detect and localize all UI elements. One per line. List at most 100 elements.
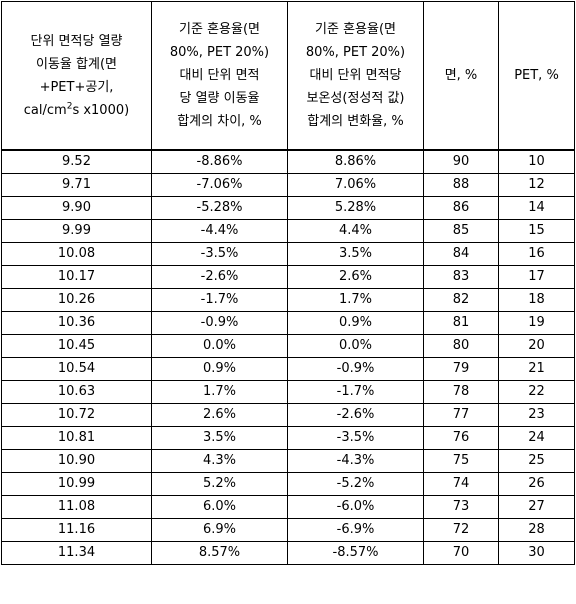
cell-heat-transfer-diff: 8.57%	[151, 541, 288, 565]
cell-pet-percent: 12	[498, 173, 575, 197]
cell-heat-transfer-diff: -2.6%	[151, 265, 288, 289]
cell-heat-transfer-diff: -4.4%	[151, 219, 288, 243]
cell-heat-transfer-diff: 5.2%	[151, 472, 288, 496]
cell-pet-percent: 17	[498, 265, 575, 289]
cell-heat-transfer-diff: 6.9%	[151, 518, 288, 542]
cell-cotton-percent: 72	[423, 518, 499, 542]
cell-warmth-change-rate: 1.7%	[287, 288, 424, 312]
table-row: 9.99 -4.4% 4.4% 85 15	[1, 219, 575, 243]
table-row: 10.45 0.0% 0.0% 80 20	[1, 334, 575, 358]
cell-warmth-change-rate: 4.4%	[287, 219, 424, 243]
table-row: 11.16 6.9% -6.9% 72 28	[1, 518, 575, 542]
table-row: 9.52 -8.86% 8.86% 90 10	[1, 149, 575, 174]
cell-warmth-change-rate: -1.7%	[287, 380, 424, 404]
cell-warmth-change-rate: -6.9%	[287, 518, 424, 542]
cell-pet-percent: 15	[498, 219, 575, 243]
table-row: 10.17 -2.6% 2.6% 83 17	[1, 265, 575, 289]
cell-heat-transfer-total: 10.26	[1, 288, 152, 312]
cell-warmth-change-rate: -0.9%	[287, 357, 424, 381]
table-row: 10.08 -3.5% 3.5% 84 16	[1, 242, 575, 266]
table-row: 9.71 -7.06% 7.06% 88 12	[1, 173, 575, 197]
cell-cotton-percent: 79	[423, 357, 499, 381]
cell-pet-percent: 19	[498, 311, 575, 335]
cell-heat-transfer-diff: 6.0%	[151, 495, 288, 519]
cell-pet-percent: 25	[498, 449, 575, 473]
cell-cotton-percent: 77	[423, 403, 499, 427]
cell-heat-transfer-total: 10.36	[1, 311, 152, 335]
cell-heat-transfer-total: 9.99	[1, 219, 152, 243]
cell-pet-percent: 20	[498, 334, 575, 358]
cell-heat-transfer-total: 9.52	[1, 149, 152, 174]
cell-pet-percent: 30	[498, 541, 575, 565]
cell-cotton-percent: 74	[423, 472, 499, 496]
cell-cotton-percent: 81	[423, 311, 499, 335]
cell-heat-transfer-diff: 0.0%	[151, 334, 288, 358]
cell-cotton-percent: 85	[423, 219, 499, 243]
table-row: 10.26 -1.7% 1.7% 82 18	[1, 288, 575, 312]
table-row: 10.99 5.2% -5.2% 74 26	[1, 472, 575, 496]
cell-warmth-change-rate: 0.9%	[287, 311, 424, 335]
cell-heat-transfer-diff: -7.06%	[151, 173, 288, 197]
cell-cotton-percent: 73	[423, 495, 499, 519]
cell-cotton-percent: 86	[423, 196, 499, 220]
cell-pet-percent: 22	[498, 380, 575, 404]
cell-warmth-change-rate: 7.06%	[287, 173, 424, 197]
cell-heat-transfer-total: 10.54	[1, 357, 152, 381]
cell-heat-transfer-diff: -1.7%	[151, 288, 288, 312]
cell-pet-percent: 28	[498, 518, 575, 542]
cell-heat-transfer-diff: -3.5%	[151, 242, 288, 266]
cell-cotton-percent: 78	[423, 380, 499, 404]
cell-warmth-change-rate: 5.28%	[287, 196, 424, 220]
cell-warmth-change-rate: 0.0%	[287, 334, 424, 358]
cell-heat-transfer-diff: 3.5%	[151, 426, 288, 450]
cell-pet-percent: 14	[498, 196, 575, 220]
cell-warmth-change-rate: -6.0%	[287, 495, 424, 519]
cell-pet-percent: 24	[498, 426, 575, 450]
table-row: 10.63 1.7% -1.7% 78 22	[1, 380, 575, 404]
cell-cotton-percent: 80	[423, 334, 499, 358]
cell-cotton-percent: 76	[423, 426, 499, 450]
cell-heat-transfer-total: 10.99	[1, 472, 152, 496]
cell-heat-transfer-total: 10.90	[1, 449, 152, 473]
cell-heat-transfer-diff: 0.9%	[151, 357, 288, 381]
cell-warmth-change-rate: 3.5%	[287, 242, 424, 266]
cell-cotton-percent: 90	[423, 149, 499, 174]
cell-cotton-percent: 70	[423, 541, 499, 565]
table-row: 10.81 3.5% -3.5% 76 24	[1, 426, 575, 450]
table-row: 10.72 2.6% -2.6% 77 23	[1, 403, 575, 427]
cell-heat-transfer-diff: 2.6%	[151, 403, 288, 427]
cell-warmth-change-rate: 2.6%	[287, 265, 424, 289]
cell-warmth-change-rate: -5.2%	[287, 472, 424, 496]
data-table: 단위 면적당 열량 이동율 합계(면 +PET+공기, cal/cm2s x10…	[1, 1, 575, 565]
cell-heat-transfer-total: 10.17	[1, 265, 152, 289]
cell-cotton-percent: 88	[423, 173, 499, 197]
table-row: 10.54 0.9% -0.9% 79 21	[1, 357, 575, 381]
cell-heat-transfer-total: 10.72	[1, 403, 152, 427]
cell-pet-percent: 26	[498, 472, 575, 496]
header-row: 단위 면적당 열량 이동율 합계(면 +PET+공기, cal/cm2s x10…	[1, 1, 575, 151]
cell-pet-percent: 27	[498, 495, 575, 519]
table-row: 9.90 -5.28% 5.28% 86 14	[1, 196, 575, 220]
cell-heat-transfer-diff: 1.7%	[151, 380, 288, 404]
cell-heat-transfer-total: 10.08	[1, 242, 152, 266]
header-heat-transfer-total: 단위 면적당 열량 이동율 합계(면 +PET+공기, cal/cm2s x10…	[1, 1, 152, 151]
cell-cotton-percent: 82	[423, 288, 499, 312]
table-row: 11.34 8.57% -8.57% 70 30	[1, 541, 575, 565]
cell-heat-transfer-diff: -8.86%	[151, 149, 288, 174]
cell-pet-percent: 18	[498, 288, 575, 312]
header-heat-transfer-diff: 기준 혼용율(면 80%, PET 20%) 대비 단위 면적 당 열량 이동율…	[151, 1, 288, 151]
cell-pet-percent: 16	[498, 242, 575, 266]
header-warmth-change-rate: 기준 혼용율(면 80%, PET 20%) 대비 단위 면적당 보온성(정성적…	[287, 1, 424, 151]
table-row: 11.08 6.0% -6.0% 73 27	[1, 495, 575, 519]
cell-heat-transfer-total: 10.63	[1, 380, 152, 404]
cell-warmth-change-rate: -2.6%	[287, 403, 424, 427]
cell-heat-transfer-diff: -5.28%	[151, 196, 288, 220]
table-row: 10.36 -0.9% 0.9% 81 19	[1, 311, 575, 335]
cell-warmth-change-rate: -8.57%	[287, 541, 424, 565]
cell-heat-transfer-total: 10.81	[1, 426, 152, 450]
cell-cotton-percent: 84	[423, 242, 499, 266]
cell-warmth-change-rate: 8.86%	[287, 149, 424, 174]
cell-cotton-percent: 75	[423, 449, 499, 473]
header-pet-percent: PET, %	[498, 1, 575, 151]
cell-heat-transfer-total: 10.45	[1, 334, 152, 358]
